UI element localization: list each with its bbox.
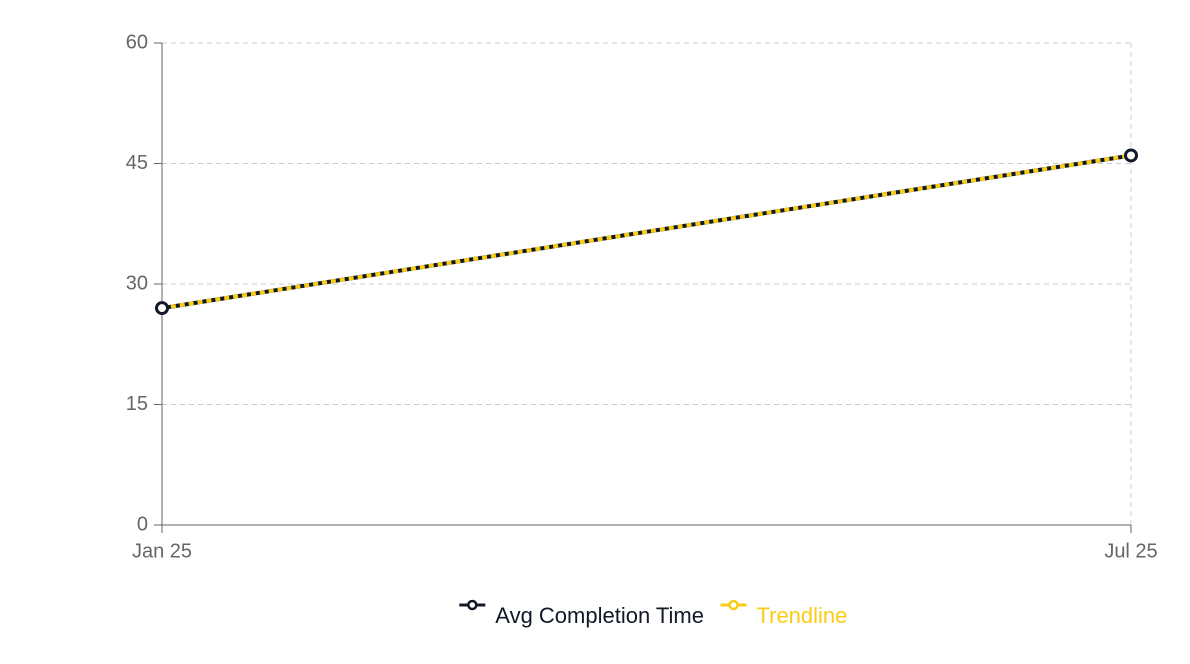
y-tick-label: 60 [126,31,148,53]
y-tick-label: 15 [126,393,148,415]
x-tick-label: Jan 25 [132,540,192,562]
x-tick-label: Jul 25 [1104,540,1157,562]
point [155,301,169,316]
y-tick-label: 0 [137,513,148,535]
y-tick-label: 30 [126,272,148,294]
legend-marker [467,599,478,611]
legend-marker [728,599,739,611]
legend-label: Avg Completion Time [495,603,704,628]
point [1124,148,1138,163]
series-line [161,153,1132,311]
y-tick-label: 45 [126,152,148,174]
legend-label: Trendline [757,603,848,628]
